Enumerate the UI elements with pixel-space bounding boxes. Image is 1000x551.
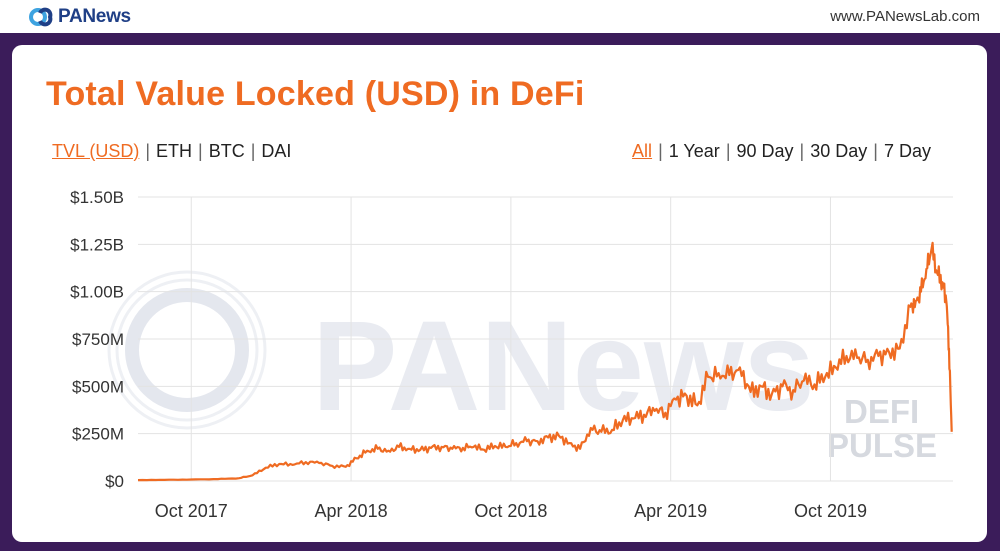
range-option[interactable]: 1 Year bbox=[668, 141, 720, 161]
x-tick-label: Apr 2019 bbox=[634, 501, 707, 521]
pa-watermark-logo-icon bbox=[107, 270, 267, 430]
site-url[interactable]: www.PANewsLab.com bbox=[830, 8, 980, 25]
watermark: PANews DEFI PULSE bbox=[107, 270, 937, 464]
y-axis: $0 $250M $500M $750M $1.00B $1.25B $1.50B bbox=[70, 188, 124, 491]
y-tick-label: $750M bbox=[72, 330, 124, 349]
range-option[interactable]: 7 Day bbox=[883, 141, 931, 161]
brand[interactable]: PANews bbox=[28, 6, 131, 28]
unit-option[interactable]: BTC bbox=[208, 141, 245, 161]
toggle-separator: | bbox=[145, 141, 151, 161]
tvl-line-chart: PANews DEFI PULSE $0 $250M $500M $750M $1.00… bbox=[70, 188, 953, 521]
y-tick-label: $500M bbox=[72, 377, 124, 396]
toggle-separator: | bbox=[799, 141, 805, 161]
x-tick-label: Apr 2018 bbox=[315, 501, 388, 521]
tvl-series-line bbox=[137, 241, 953, 482]
range-option[interactable]: 30 Day bbox=[810, 141, 868, 161]
y-tick-label: $250M bbox=[72, 425, 124, 444]
y-tick-label: $0 bbox=[105, 472, 124, 491]
pa-logo-icon bbox=[29, 7, 53, 27]
x-tick-label: Oct 2019 bbox=[794, 501, 867, 521]
x-tick-label: Oct 2018 bbox=[474, 501, 547, 521]
toggle-separator: | bbox=[198, 141, 203, 161]
pulse-watermark: PULSE bbox=[827, 427, 937, 464]
brand-name: PANews bbox=[58, 6, 131, 27]
unit-toggle-group: TVL (USD) | ETH | BTC | DAI bbox=[52, 141, 291, 162]
range-option[interactable]: All bbox=[632, 141, 653, 161]
y-tick-label: $1.25B bbox=[70, 235, 124, 254]
chart-title: Total Value Locked (USD) in DeFi bbox=[46, 75, 585, 113]
toggle-separator: | bbox=[725, 141, 731, 161]
y-tick-label: $1.50B bbox=[70, 188, 124, 207]
chart-card: Total Value Locked (USD) in DeFi TVL (US… bbox=[12, 45, 987, 542]
toggle-separator: | bbox=[658, 141, 663, 161]
x-tick-label: Oct 2017 bbox=[155, 501, 228, 521]
unit-option[interactable]: DAI bbox=[261, 141, 292, 161]
top-bar: PANews www.PANewsLab.com bbox=[0, 0, 1000, 33]
toggle-separator: | bbox=[873, 141, 878, 161]
unit-option[interactable]: TVL (USD) bbox=[52, 141, 140, 161]
defi-watermark: DEFI bbox=[844, 393, 919, 430]
unit-option[interactable]: ETH bbox=[156, 141, 193, 161]
grid bbox=[138, 196, 953, 482]
range-toggle-group: All | 1 Year | 90 Day | 30 Day | 7 Day bbox=[632, 141, 931, 162]
y-tick-label: $1.00B bbox=[70, 283, 124, 302]
toggle-separator: | bbox=[250, 141, 256, 161]
range-option[interactable]: 90 Day bbox=[736, 141, 794, 161]
series-layer bbox=[137, 241, 953, 482]
x-axis: Oct 2017 Apr 2018 Oct 2018 Apr 2019 Oct 2019 bbox=[155, 501, 867, 521]
